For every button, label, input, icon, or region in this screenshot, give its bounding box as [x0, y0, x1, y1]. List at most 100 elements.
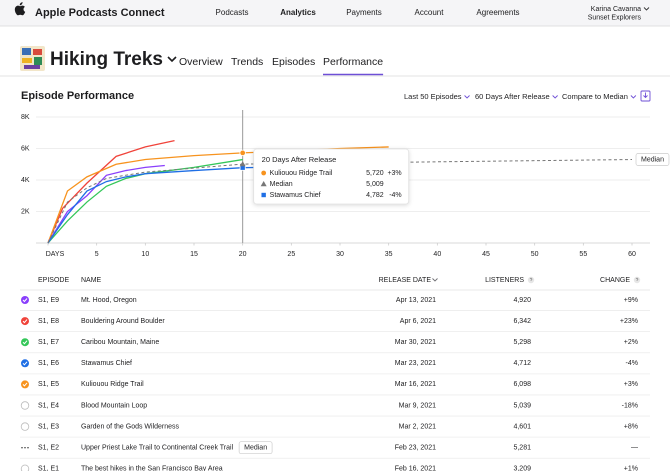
- filter-dropdown[interactable]: Last 50 Episodes: [404, 92, 462, 101]
- nav-bar: [0, 0, 670, 26]
- nav-item[interactable]: Agreements: [476, 8, 519, 17]
- x-tick-label: 15: [190, 251, 198, 258]
- median-label: Median: [641, 156, 664, 163]
- x-tick-label: 60: [628, 251, 636, 258]
- x-tick-label: 35: [385, 251, 393, 258]
- filter-chevron: [552, 95, 558, 99]
- column-header[interactable]: CHANGE: [600, 277, 630, 284]
- y-tick-label: 6K: [21, 145, 30, 152]
- user-chevron[interactable]: [643, 7, 650, 11]
- listeners: 5,281: [513, 445, 531, 452]
- user-name[interactable]: Karina Cavanna: [591, 6, 641, 13]
- table-row[interactable]: S1, E1 The best hikes in the San Francisc…: [20, 464, 638, 471]
- x-tick-label: 55: [579, 251, 587, 258]
- table-row[interactable]: S1, E3 Garden of the Gods Wilderness Mar 2…: [20, 422, 638, 431]
- podcast-title[interactable]: Hiking Treks: [50, 49, 163, 70]
- column-header[interactable]: LISTENERS: [485, 277, 524, 284]
- tooltip-value: 5,720: [366, 170, 384, 177]
- episode-number: S1, E4: [38, 402, 59, 409]
- tab[interactable]: Overview: [179, 56, 223, 68]
- change: +23%: [620, 318, 638, 325]
- title-chevron[interactable]: [167, 56, 177, 63]
- change: +1%: [624, 466, 638, 471]
- episode-number: S1, E7: [38, 339, 59, 346]
- tooltip-marker: [260, 169, 267, 177]
- nav-item[interactable]: Account: [415, 8, 445, 17]
- checkmark: [22, 382, 28, 387]
- tooltip-marker: [260, 191, 267, 198]
- sort-chevron: [432, 278, 438, 282]
- tab[interactable]: Performance: [323, 56, 383, 68]
- y-tick-label: 8K: [21, 114, 30, 121]
- tooltip: 20 Days After Release Kuliouou Ridge Trai…: [253, 148, 410, 205]
- checkbox[interactable]: [20, 401, 30, 410]
- episode-name: Upper Priest Lake Trail to Continental C…: [81, 445, 234, 452]
- x-tick-label: DAYS: [46, 251, 65, 258]
- tab[interactable]: Trends: [231, 56, 263, 68]
- tooltip-change: -4%: [389, 192, 401, 199]
- episode-number: S1, E5: [38, 381, 59, 388]
- checkbox[interactable]: [21, 317, 29, 326]
- tooltip-name: Median: [270, 181, 293, 188]
- release-date: Apr 13, 2021: [396, 297, 436, 304]
- nav-item[interactable]: Podcasts: [216, 8, 249, 17]
- change: +2%: [624, 339, 638, 346]
- change: —: [631, 445, 638, 452]
- column-header[interactable]: RELEASE DATE: [379, 277, 432, 284]
- change: +9%: [624, 297, 638, 304]
- tooltip-box: [253, 148, 410, 205]
- episode-number: S1, E3: [38, 423, 59, 430]
- artwork: [20, 46, 45, 71]
- checkbox[interactable]: [20, 422, 30, 431]
- episode-name: Bouldering Around Boulder: [81, 318, 165, 325]
- x-tick-label: 20: [239, 251, 247, 258]
- crosshair-point: [239, 161, 246, 167]
- chart: 2K 4K 6K 8K DAYS 5 10 15 20 25 30 35 40 45 50 55 60 Media…: [21, 110, 670, 258]
- tooltip-change: +3%: [387, 170, 401, 177]
- checkbox[interactable]: [21, 359, 29, 368]
- episode-number: S1, E9: [38, 297, 59, 304]
- listeners: 4,712: [513, 360, 531, 367]
- x-tick-label: 5: [95, 251, 99, 258]
- checkmark: [22, 361, 28, 366]
- episode-name: Stawamus Chief: [81, 360, 132, 367]
- filter-dropdown[interactable]: Compare to Median: [562, 92, 628, 101]
- table-row[interactable]: S1, E5 Kuliouou Ridge Trail Mar 16, 2021 6,…: [21, 380, 638, 389]
- listeners: 4,920: [513, 297, 531, 304]
- org-name[interactable]: Sunset Explorers: [588, 14, 642, 21]
- table-row[interactable]: S1, E7 Caribou Mountain, Maine Mar 30, 202…: [21, 338, 638, 347]
- table-row[interactable]: S1, E8 Bouldering Around Boulder Apr 6, 20…: [21, 317, 638, 326]
- listeners: 4,601: [513, 423, 531, 430]
- checkbox[interactable]: [21, 380, 29, 389]
- tooltip-name: Stawamus Chief: [270, 192, 321, 199]
- tooltip-name: Kuliouou Ridge Trail: [270, 170, 333, 177]
- listeners: 3,209: [513, 466, 531, 471]
- x-tick-label: 45: [482, 251, 490, 258]
- tab[interactable]: Episodes: [272, 56, 315, 68]
- episode-name: Kuliouou Ridge Trail: [81, 381, 144, 388]
- checkbox[interactable]: [21, 296, 29, 304]
- release-date: Mar 16, 2021: [395, 381, 436, 388]
- x-tick-label: 30: [336, 251, 344, 258]
- checkbox[interactable]: [21, 338, 29, 347]
- series-line: [47, 139, 175, 244]
- filter-chevron: [630, 95, 637, 99]
- section-title: Episode Performance: [21, 90, 134, 102]
- median-label-box: [635, 153, 670, 166]
- tooltip-value: 5,009: [366, 181, 384, 188]
- checkbox[interactable]: [20, 464, 30, 471]
- filter-dropdown[interactable]: 60 Days After Release: [475, 92, 550, 101]
- table-row[interactable]: S1, E2 Upper Priest Lake Trail to Contine…: [21, 441, 638, 455]
- table-row[interactable]: S1, E6 Stawamus Chief Mar 23, 2021 4,712 -4%: [21, 359, 638, 368]
- nav-item[interactable]: Analytics: [280, 8, 316, 17]
- table-row[interactable]: S1, E9 Mt. Hood, Oregon Apr 13, 2021 4,920 +…: [21, 296, 638, 304]
- episode-number: S1, E2: [38, 445, 59, 452]
- help-glyph: [635, 277, 639, 281]
- release-date: Mar 23, 2021: [395, 360, 436, 367]
- download-button[interactable]: [640, 90, 651, 102]
- table-row[interactable]: S1, E4 Blood Mountain Loop Mar 9, 2021 5,03…: [20, 401, 638, 410]
- nav-item[interactable]: Payments: [346, 8, 382, 17]
- episode-name: Mt. Hood, Oregon: [81, 297, 137, 304]
- tooltip-value: 4,782: [366, 192, 384, 199]
